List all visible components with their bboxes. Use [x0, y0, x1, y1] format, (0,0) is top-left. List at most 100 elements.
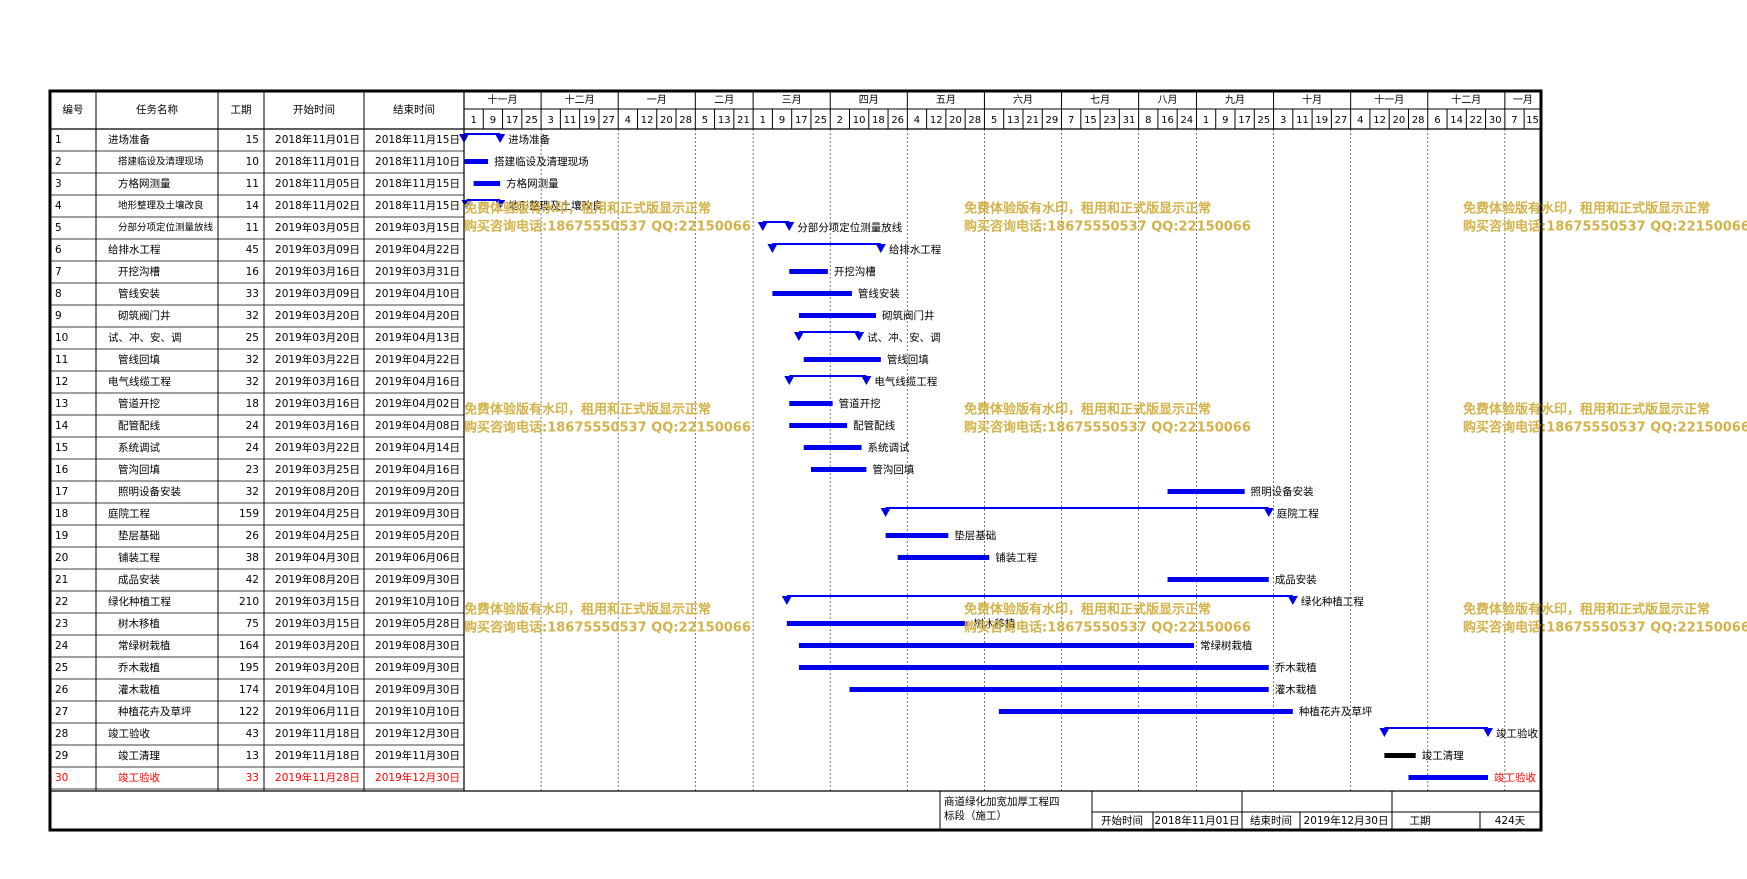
- task-start: 2019年03月15日: [275, 595, 360, 608]
- task-duration: 23: [246, 464, 259, 476]
- task-name: 树木移植: [118, 617, 160, 630]
- month-label: 六月: [1013, 94, 1033, 106]
- bar-label: 竣工验收: [1496, 727, 1538, 740]
- project-name: 商道绿化加宽加厚工程四: [944, 795, 1060, 808]
- project-name-cont: 标段（施工）: [944, 809, 1007, 822]
- task-id: 22: [55, 596, 68, 608]
- task-start: 2019年03月16日: [275, 375, 360, 388]
- footer-start-label: 开始时间: [1101, 814, 1143, 827]
- task-id: 17: [55, 486, 68, 498]
- task-end: 2019年04月22日: [375, 353, 460, 366]
- task-start: 2018年11月05日: [275, 177, 360, 190]
- watermark-line1: 免费体验版有水印，租用和正式版显示正常: [1463, 402, 1710, 418]
- task-bar: [810, 467, 867, 472]
- bar-label: 树木移植: [974, 617, 1016, 630]
- task-duration: 45: [246, 244, 259, 256]
- task-duration: 164: [239, 640, 259, 652]
- task-start: 2019年03月22日: [275, 353, 360, 366]
- month-label: 十二月: [1451, 93, 1481, 106]
- day-tick-label: 3: [548, 115, 554, 126]
- day-tick-label: 27: [1335, 115, 1348, 126]
- day-tick-label: 17: [795, 115, 808, 126]
- task-duration: 24: [246, 420, 260, 432]
- summary-end-marker: [1482, 728, 1493, 737]
- task-id: 3: [55, 178, 62, 190]
- day-tick-label: 1: [1203, 115, 1209, 126]
- task-bar: [789, 401, 833, 406]
- task-end: 2019年10月10日: [375, 705, 460, 718]
- task-end: 2019年04月13日: [375, 331, 460, 344]
- task-id: 28: [55, 728, 68, 740]
- task-start: 2019年08月20日: [275, 573, 360, 586]
- task-end: 2019年05月20日: [375, 529, 460, 542]
- summary-end-marker: [1287, 596, 1298, 605]
- day-tick-label: 11: [564, 115, 577, 126]
- task-id: 29: [55, 750, 68, 762]
- task-start: 2019年03月25日: [275, 463, 360, 476]
- task-id: 2: [55, 156, 62, 168]
- task-duration: 159: [239, 508, 259, 520]
- day-tick-label: 1: [760, 115, 766, 126]
- day-tick-label: 22: [1470, 115, 1483, 126]
- task-id: 6: [55, 244, 62, 256]
- task-start: 2019年06月11日: [275, 705, 360, 718]
- watermark-line2: 购买咨询电话:18675550537 QQ:22150066: [464, 219, 751, 235]
- task-end: 2019年04月22日: [375, 243, 460, 256]
- task-name: 成品安装: [118, 573, 160, 586]
- month-label: 八月: [1158, 94, 1178, 106]
- bar-label: 管线回填: [887, 353, 929, 366]
- month-label: 一月: [1513, 94, 1533, 106]
- bar-label: 开挖沟槽: [834, 265, 876, 278]
- task-start: 2019年03月20日: [275, 331, 360, 344]
- task-end: 2018年11月15日: [375, 199, 460, 212]
- watermark-line1: 免费体验版有水印，租用和正式版显示正常: [464, 201, 711, 217]
- task-id: 9: [55, 310, 62, 322]
- task-bar: [464, 159, 489, 164]
- task-name: 竣工验收: [118, 771, 160, 784]
- bar-label: 铺装工程: [995, 551, 1037, 564]
- task-name: 庭院工程: [108, 507, 150, 520]
- task-start: 2019年03月09日: [275, 287, 360, 300]
- task-bar: [897, 555, 990, 560]
- bar-label: 灌木栽植: [1275, 683, 1317, 696]
- month-label: 一月: [647, 94, 667, 106]
- task-start: 2019年03月20日: [275, 309, 360, 322]
- bar-label: 电气线缆工程: [874, 375, 937, 388]
- bar-label: 系统调试: [868, 441, 910, 454]
- task-duration: 42: [246, 574, 259, 586]
- task-name: 常绿树栽植: [118, 639, 171, 652]
- task-name: 试、冲、安、调: [108, 331, 182, 344]
- task-duration: 33: [246, 288, 259, 300]
- task-id: 26: [55, 684, 69, 696]
- day-tick-label: 28: [968, 115, 981, 126]
- bar-label: 庭院工程: [1277, 507, 1319, 520]
- task-start: 2018年11月01日: [275, 133, 360, 146]
- task-start: 2019年03月20日: [275, 639, 360, 652]
- summary-end-marker: [1263, 508, 1274, 517]
- task-bar: [803, 357, 881, 362]
- day-tick-label: 19: [583, 115, 596, 126]
- day-tick-label: 30: [1489, 115, 1502, 126]
- task-name: 方格网测量: [118, 177, 171, 190]
- day-tick-label: 25: [814, 115, 827, 126]
- task-bar: [772, 291, 852, 296]
- task-id: 23: [55, 618, 68, 630]
- day-tick-label: 4: [914, 115, 920, 126]
- task-id: 11: [55, 354, 68, 366]
- task-id: 18: [55, 508, 68, 520]
- task-duration: 10: [246, 156, 259, 168]
- day-tick-label: 6: [1434, 115, 1440, 126]
- day-tick-label: 29: [1046, 115, 1059, 126]
- watermark-line2: 购买咨询电话:18675550537 QQ:22150066: [1463, 219, 1747, 235]
- header-end: 结束时间: [393, 103, 435, 116]
- task-duration: 33: [246, 772, 259, 784]
- task-duration: 75: [246, 618, 259, 630]
- month-label: 七月: [1090, 94, 1110, 106]
- bar-label: 分部分项定位测量放线: [797, 221, 902, 234]
- watermark-line2: 购买咨询电话:18675550537 QQ:22150066: [1463, 620, 1747, 636]
- footer-end-value: 2019年12月30日: [1304, 814, 1389, 827]
- task-duration: 26: [246, 530, 260, 542]
- bar-label: 成品安装: [1275, 573, 1317, 586]
- day-tick-label: 20: [949, 115, 962, 126]
- task-bar: [803, 445, 862, 450]
